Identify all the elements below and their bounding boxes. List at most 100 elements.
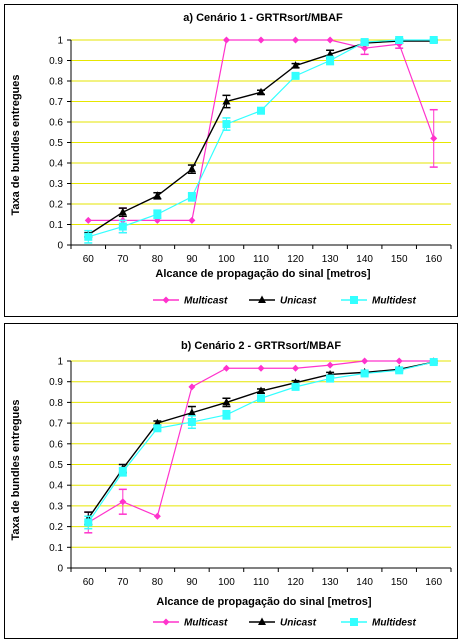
series-line [87, 40, 434, 236]
x-tick-label: 110 [253, 254, 269, 265]
legend-label: Multidest [372, 296, 417, 307]
x-tick-label: 150 [391, 577, 408, 588]
chart-title: b) Cenário 2 - GRTRsort/MBAF [181, 340, 341, 352]
chart-title: a) Cenário 1 - GRTRsort/MBAF [183, 12, 343, 24]
series-multidest [84, 36, 438, 244]
series-line [87, 360, 434, 523]
series-line [88, 39, 434, 238]
legend: Multicast Unicast Multidest [153, 617, 417, 629]
data-point [222, 36, 230, 44]
data-point [326, 36, 334, 44]
chart-b: b) Cenário 2 - GRTRsort/MBAF Alcance de … [10, 340, 452, 629]
data-point [257, 87, 265, 96]
x-tick-label: 160 [425, 577, 442, 588]
data-point [257, 106, 265, 115]
data-point [326, 56, 335, 65]
data-point [291, 71, 300, 80]
y-tick-label: 0.2 [49, 200, 63, 211]
data-point [222, 364, 230, 372]
data-point [395, 357, 403, 365]
data-point [429, 358, 438, 367]
data-point [292, 364, 300, 372]
data-point [187, 408, 196, 416]
y-tick-label: 0.1 [49, 543, 63, 554]
x-tick-label: 160 [425, 254, 442, 265]
legend: Multicast Unicast Multidest [153, 295, 417, 307]
x-tick-label: 120 [287, 577, 304, 588]
y-tick-label: 0 [57, 241, 63, 252]
data-point [153, 424, 162, 433]
data-point [222, 120, 231, 129]
y-tick-label: 0 [57, 564, 63, 575]
x-tick-label: 80 [152, 254, 164, 265]
y-tick-label: 1 [57, 36, 63, 47]
data-point [153, 210, 162, 219]
data-point [429, 36, 438, 44]
legend-label: Unicast [280, 618, 317, 629]
series-line [87, 361, 434, 523]
x-tick-label: 90 [186, 254, 198, 265]
data-point [257, 36, 265, 44]
data-point [162, 618, 170, 626]
data-point [360, 369, 369, 378]
y-tick-label: 0.7 [49, 97, 63, 108]
data-point [187, 418, 196, 427]
data-point [326, 374, 335, 383]
series-multidest [84, 358, 438, 530]
y-tick-label: 0.2 [49, 522, 63, 533]
y-tick-label: 0.9 [49, 56, 63, 67]
y-tick-label: 1 [57, 357, 63, 368]
series-line [87, 361, 434, 519]
data-point [84, 232, 93, 241]
data-point [162, 296, 170, 304]
data-point [395, 366, 404, 375]
y-tick-label: 0.4 [49, 481, 63, 492]
chart-a: a) Cenário 1 - GRTRsort/MBAF Alcance de … [10, 12, 452, 307]
x-tick-label: 100 [218, 254, 235, 265]
legend-label: Multidest [372, 618, 417, 629]
y-tick-label: 0.3 [49, 501, 63, 512]
data-point [360, 38, 369, 47]
x-tick-label: 130 [322, 254, 339, 265]
data-point [118, 207, 127, 216]
data-point [257, 386, 265, 395]
data-point [188, 216, 196, 224]
data-point [222, 410, 231, 419]
y-tick-label: 0.1 [49, 220, 63, 231]
x-tick-label: 110 [253, 577, 269, 588]
series-multicast [84, 36, 438, 234]
data-point [395, 36, 404, 44]
series-unicast [84, 36, 438, 238]
data-point [430, 134, 438, 142]
x-axis-label: Alcance de propagação do sinal [metros] [156, 596, 372, 608]
data-point [153, 418, 162, 427]
data-point [258, 617, 266, 625]
chart-panel-a: a) Cenário 1 - GRTRsort/MBAF Alcance de … [4, 4, 458, 317]
y-tick-label: 0.5 [49, 460, 63, 471]
data-point [84, 518, 93, 527]
x-tick-label: 100 [218, 577, 235, 588]
data-point [361, 357, 369, 365]
y-tick-label: 0.6 [49, 439, 63, 450]
series-line [88, 39, 435, 221]
data-point [222, 97, 231, 105]
x-tick-label: 70 [117, 577, 129, 588]
y-axis-label: Taxa de bundles entregues [10, 74, 22, 215]
data-point [258, 295, 266, 303]
data-point [291, 61, 300, 69]
data-point [326, 361, 334, 369]
x-tick-label: 120 [287, 254, 304, 265]
data-point [350, 296, 358, 304]
data-point [257, 394, 265, 403]
x-tick-label: 60 [83, 254, 95, 265]
x-tick-label: 140 [356, 577, 373, 588]
legend-label: Unicast [280, 296, 317, 307]
data-point [292, 36, 300, 44]
x-axis-label: Alcance de propagação do sinal [metros] [155, 268, 371, 280]
data-point [350, 618, 358, 626]
x-tick-label: 90 [186, 577, 198, 588]
x-tick-label: 70 [117, 254, 129, 265]
data-point [326, 49, 335, 58]
x-tick-label: 140 [356, 254, 373, 265]
y-axis-label: Taxa de bundles entregues [10, 399, 22, 540]
